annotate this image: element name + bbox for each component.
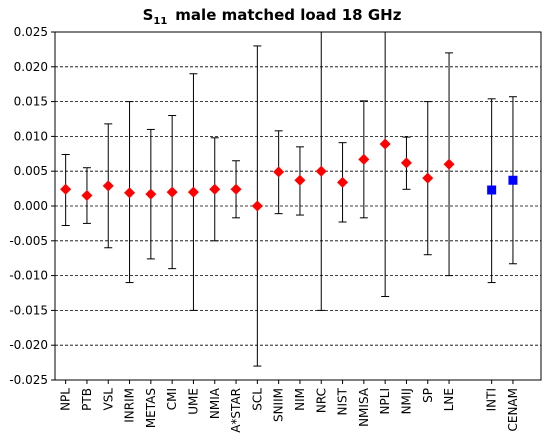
data-point-diamond	[379, 138, 391, 150]
data-point-diamond	[443, 158, 455, 170]
chart-title-rest: male matched load 18 GHz	[175, 6, 401, 24]
x-tick-label: METAS	[144, 388, 158, 428]
data-point-diamond	[102, 180, 114, 192]
x-tick-label: SCL	[250, 388, 264, 411]
chart-title: S11 male matched load 18 GHz	[143, 6, 402, 27]
x-tick-label: SP	[421, 388, 435, 403]
y-tick-label: 0.010	[14, 129, 48, 143]
y-axis-ticks: 0.025 0.020 0.015 0.010 0.005 0.000 -0.005 -0.0…	[9, 25, 55, 387]
x-tick-label: CMI	[165, 388, 179, 410]
x-tick-label: LNE	[442, 388, 456, 411]
x-tick-label: VSL	[101, 388, 115, 411]
data-point-diamond	[251, 200, 263, 212]
data-point-diamond	[273, 166, 285, 178]
data-point-square	[487, 185, 497, 195]
x-tick-label: PTB	[80, 388, 94, 411]
x-axis-ticks: NPL PTB VSL INRIM METAS CMI UME NMIA A*STAR SCL SN…	[59, 380, 520, 433]
gridlines	[55, 66, 541, 346]
x-tick-label: INTI	[485, 388, 499, 411]
y-tick-label: 0.005	[14, 164, 48, 178]
plot-frame	[54, 31, 542, 381]
error-bars	[61, 31, 517, 367]
data-point-diamond	[358, 153, 370, 165]
y-tick-label: -0.025	[9, 373, 48, 387]
y-tick-label: -0.015	[9, 303, 48, 317]
chart-title-subscript: 11	[153, 16, 167, 27]
x-tick-label: NRC	[314, 388, 328, 413]
x-tick-label: NMIJ	[399, 388, 413, 414]
x-tick-label: NPLI	[378, 388, 392, 414]
data-point-diamond	[166, 186, 178, 198]
y-tick-label: -0.020	[9, 338, 48, 352]
x-tick-label: NIM	[293, 388, 307, 411]
x-tick-label: SNIIM	[272, 388, 286, 422]
x-tick-label: UME	[186, 388, 200, 415]
x-tick-label: CENAM	[506, 388, 520, 432]
y-tick-label: 0.000	[14, 199, 48, 213]
y-tick-label: -0.005	[9, 234, 48, 248]
data-point-diamond	[337, 176, 349, 188]
data-point-diamond	[315, 165, 327, 177]
data-point-diamond	[230, 183, 242, 195]
y-tick-label: 0.020	[14, 60, 48, 74]
data-point-diamond	[145, 188, 157, 200]
x-tick-label: A*STAR	[229, 388, 243, 433]
y-tick-label: -0.010	[9, 269, 48, 283]
x-tick-label: NMISA	[357, 387, 371, 427]
data-point-diamond	[294, 174, 306, 186]
x-tick-label: NPL	[59, 388, 73, 411]
data-point-diamond	[209, 183, 221, 195]
data-point-diamond	[187, 186, 199, 198]
data-point-diamond	[81, 190, 93, 202]
chart-title-main: S	[143, 6, 154, 24]
x-tick-label: NIST	[336, 387, 350, 415]
data-point-diamond	[422, 172, 434, 184]
x-tick-label: NMIA	[208, 387, 222, 419]
data-point-diamond	[124, 187, 136, 199]
data-point-square	[508, 175, 518, 185]
x-tick-label: INRIM	[123, 388, 137, 423]
y-tick-label: 0.015	[14, 95, 48, 109]
data-point-diamond	[400, 157, 412, 169]
y-tick-label: 0.025	[14, 25, 48, 39]
data-points	[60, 138, 518, 212]
data-point-diamond	[60, 183, 72, 195]
